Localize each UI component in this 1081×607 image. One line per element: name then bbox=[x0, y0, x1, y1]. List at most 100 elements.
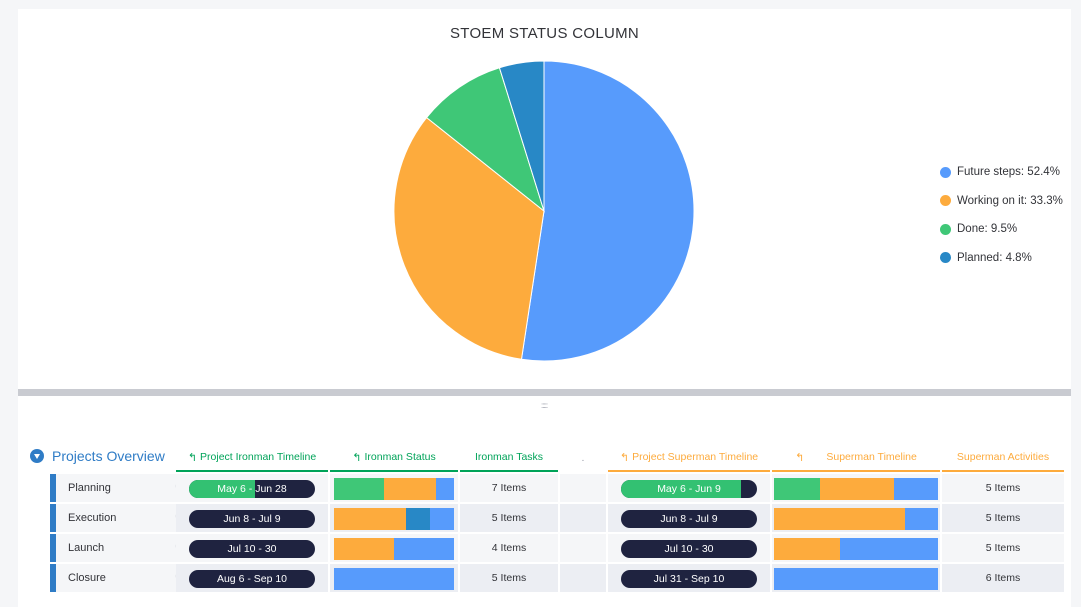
row-name[interactable]: Planning bbox=[68, 482, 111, 494]
superman-status-cell[interactable] bbox=[772, 534, 940, 562]
chart-title: STOEM STATUS COLUMN bbox=[449, 25, 640, 42]
column-header-ironman-status[interactable]: ↰ Ironman Status bbox=[330, 444, 458, 472]
superman-timeline-cell[interactable]: Jul 31 - Sep 10 bbox=[608, 564, 770, 592]
row-name-cell[interactable] bbox=[56, 534, 176, 562]
superman-activities-cell[interactable]: 5 Items bbox=[942, 504, 1064, 532]
column-header-superman-timeline[interactable]: ↰ Superman Timeline bbox=[772, 444, 940, 472]
superman-timeline-cell[interactable]: May 6 - Jun 9 bbox=[608, 474, 770, 502]
status-segment-working bbox=[384, 478, 436, 500]
column-header-ironman-timeline[interactable]: ↰ Project Ironman Timeline bbox=[176, 444, 328, 472]
group-color-stripe bbox=[50, 534, 56, 562]
ironman-timeline-cell[interactable]: Aug 6 - Sep 10 bbox=[176, 564, 328, 592]
ironman-status-cell[interactable] bbox=[330, 534, 458, 562]
timeline-pill[interactable]: Jul 10 - 30 bbox=[189, 540, 315, 558]
status-battery-bar bbox=[334, 478, 454, 500]
superman-activities-cell[interactable]: 5 Items bbox=[942, 534, 1064, 562]
ironman-status-cell[interactable] bbox=[330, 564, 458, 592]
group-color-stripe bbox=[50, 474, 56, 502]
pie-chart bbox=[393, 60, 695, 362]
legend-label: Working on it: 33.3% bbox=[957, 194, 1063, 207]
timeline-pill[interactable]: Jun 8 - Jul 9 bbox=[189, 510, 315, 528]
pie-slice-working-on-it[interactable] bbox=[393, 116, 545, 360]
column-header-separator[interactable]: . bbox=[581, 452, 585, 464]
legend-dot-icon bbox=[940, 223, 951, 235]
pie-slice-done[interactable] bbox=[425, 67, 545, 213]
timeline-progress bbox=[621, 480, 741, 498]
status-battery-bar bbox=[774, 568, 938, 590]
row-name-cell[interactable] bbox=[56, 474, 176, 502]
group-collapse-icon[interactable] bbox=[30, 449, 44, 463]
status-segment-future bbox=[394, 538, 454, 560]
ironman-status-cell[interactable] bbox=[330, 474, 458, 502]
status-battery-bar bbox=[774, 538, 938, 560]
ironman-timeline-cell[interactable]: Jun 8 - Jul 9 bbox=[176, 504, 328, 532]
ironman-tasks-cell[interactable]: 5 Items bbox=[460, 504, 558, 532]
status-segment-future bbox=[435, 478, 454, 500]
timeline-pill[interactable]: Aug 6 - Sep 10 bbox=[189, 570, 315, 588]
column-header-ironman-tasks[interactable]: Ironman Tasks bbox=[460, 444, 558, 472]
superman-activities-cell[interactable]: 6 Items bbox=[942, 564, 1064, 592]
status-segment-future bbox=[839, 538, 938, 560]
drag-grip-icon[interactable]: ::::: bbox=[541, 401, 548, 410]
row-name[interactable]: Closure bbox=[68, 572, 106, 584]
panel-resize-divider[interactable] bbox=[18, 389, 1071, 396]
row-name[interactable]: Execution bbox=[68, 512, 117, 524]
column-header-superman-timeline-project[interactable]: ↰ Project Superman Timeline bbox=[608, 444, 770, 472]
superman-activities-cell[interactable]: 5 Items bbox=[942, 474, 1064, 502]
timeline-pill[interactable]: May 6 - Jun 28 bbox=[189, 480, 315, 498]
status-segment-working bbox=[774, 508, 906, 530]
superman-timeline-cell[interactable]: Jul 10 - 30 bbox=[608, 534, 770, 562]
row-name-cell[interactable] bbox=[56, 504, 176, 532]
table-row[interactable]: Launch Jul 10 - 30 4 Items Jul 10 - 30 bbox=[50, 533, 1071, 563]
timeline-pill[interactable]: Jul 10 - 30 bbox=[621, 540, 757, 558]
timeline-text: Jun 8 - Jul 9 bbox=[660, 513, 718, 525]
ironman-timeline-cell[interactable]: Jul 10 - 30 bbox=[176, 534, 328, 562]
table-row[interactable]: Closure Aug 6 - Sep 10 5 Items Jul 31 - … bbox=[50, 563, 1071, 593]
table-row[interactable]: Planning May 6 - Jun 28 7 Items May 6 - … bbox=[50, 473, 1071, 503]
dependency-icon: ↰ bbox=[352, 451, 362, 464]
legend-label: Done: 9.5% bbox=[957, 223, 1018, 236]
empty-cell[interactable] bbox=[560, 564, 606, 592]
legend-item[interactable]: Done: 9.5% bbox=[940, 215, 1063, 244]
empty-cell[interactable] bbox=[560, 474, 606, 502]
ironman-tasks-cell[interactable]: 4 Items bbox=[460, 534, 558, 562]
empty-cell[interactable] bbox=[560, 534, 606, 562]
superman-timeline-cell[interactable]: Jun 8 - Jul 9 bbox=[608, 504, 770, 532]
ironman-tasks-cell[interactable]: 7 Items bbox=[460, 474, 558, 502]
superman-status-cell[interactable] bbox=[772, 504, 940, 532]
timeline-pill[interactable]: Jun 8 - Jul 9 bbox=[621, 510, 757, 528]
column-header-superman-activities[interactable]: Superman Activities bbox=[942, 444, 1064, 472]
timeline-text: Jul 10 - 30 bbox=[227, 543, 277, 555]
legend-item[interactable]: Planned: 4.8% bbox=[940, 244, 1063, 273]
ironman-timeline-cell[interactable]: May 6 - Jun 28 bbox=[176, 474, 328, 502]
status-segment-done bbox=[774, 478, 820, 500]
superman-status-cell[interactable] bbox=[772, 564, 940, 592]
group-color-stripe bbox=[50, 564, 56, 592]
status-battery-bar bbox=[774, 478, 938, 500]
row-name-cell[interactable] bbox=[56, 564, 176, 592]
chart-panel: STOEM STATUS COLUMN Future steps: 52.4% W… bbox=[18, 9, 1071, 389]
empty-cell[interactable] bbox=[560, 504, 606, 532]
status-segment-done bbox=[334, 478, 385, 500]
superman-status-cell[interactable] bbox=[772, 474, 940, 502]
dependency-icon: ↰ bbox=[619, 451, 630, 464]
group-title[interactable]: Projects Overview bbox=[52, 448, 165, 464]
pie-slice-planned[interactable] bbox=[498, 60, 545, 212]
legend-item[interactable]: Future steps: 52.4% bbox=[940, 158, 1063, 187]
group-color-stripe bbox=[50, 504, 56, 532]
table-row[interactable]: Execution Jun 8 - Jul 9 5 Items Jun 8 - … bbox=[50, 503, 1071, 533]
legend-item[interactable]: Working on it: 33.3% bbox=[940, 187, 1063, 216]
legend-label: Planned: 4.8% bbox=[957, 251, 1032, 264]
pie-slice-future-steps[interactable] bbox=[520, 60, 695, 362]
ironman-status-cell[interactable] bbox=[330, 504, 458, 532]
legend-dot-icon bbox=[940, 195, 951, 207]
timeline-pill[interactable]: May 6 - Jun 9 bbox=[621, 480, 757, 498]
ironman-tasks-cell[interactable]: 5 Items bbox=[460, 564, 558, 592]
items-count: 7 Items bbox=[491, 482, 527, 494]
timeline-pill[interactable]: Jul 31 - Sep 10 bbox=[621, 570, 757, 588]
items-count: 5 Items bbox=[491, 572, 527, 584]
items-count: 5 Items bbox=[985, 512, 1021, 524]
status-battery-bar bbox=[334, 568, 454, 590]
dependency-icon: ↰ bbox=[187, 451, 198, 464]
row-name[interactable]: Launch bbox=[68, 542, 105, 554]
